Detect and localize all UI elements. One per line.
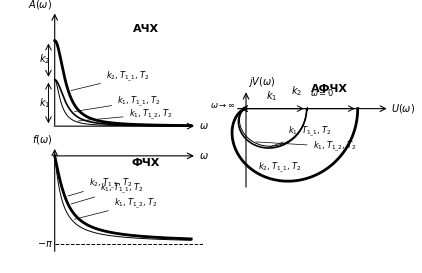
Text: $U(\omega)$: $U(\omega)$: [391, 102, 415, 115]
Text: $A(\omega)$: $A(\omega)$: [28, 0, 52, 11]
Text: $k_2, T_{1\_1}, T_2$: $k_2, T_{1\_1}, T_2$: [71, 70, 149, 91]
Text: ФЧХ: ФЧХ: [132, 158, 160, 168]
Text: $k_1$: $k_1$: [39, 96, 51, 110]
Text: $k_2, T_{1\_1}, T_2$: $k_2, T_{1\_1}, T_2$: [68, 176, 132, 196]
Text: $f(\omega)$: $f(\omega)$: [32, 133, 52, 146]
Text: $k_1, T_{1\_2}, T_2$: $k_1, T_{1\_2}, T_2$: [256, 139, 356, 154]
Text: $\omega \to \infty$: $\omega \to \infty$: [209, 101, 235, 110]
Text: $k_1, T_{1\_2}, T_2$: $k_1, T_{1\_2}, T_2$: [78, 107, 172, 121]
Text: $jV(\omega)$: $jV(\omega)$: [248, 76, 275, 90]
Text: $k_2$: $k_2$: [39, 52, 51, 66]
Text: $k_1, T_{1\_1}, T_2$: $k_1, T_{1\_1}, T_2$: [71, 182, 143, 204]
Text: $k_1, T_{1\_1}, T_2$: $k_1, T_{1\_1}, T_2$: [75, 94, 161, 111]
Text: $\omega$: $\omega$: [199, 121, 208, 131]
Text: АЧХ: АЧХ: [133, 24, 159, 34]
Text: $-\pi$: $-\pi$: [37, 239, 53, 248]
Text: АФЧХ: АФЧХ: [311, 84, 348, 94]
Text: $k_2$: $k_2$: [292, 84, 303, 98]
Text: $k_1, T_{1\_1}, T_2$: $k_1, T_{1\_1}, T_2$: [270, 125, 332, 147]
Text: $k_1$: $k_1$: [266, 90, 277, 103]
Text: $k_2, T_{1\_1}, T_2$: $k_2, T_{1\_1}, T_2$: [258, 161, 302, 176]
Text: $\omega = 0$: $\omega = 0$: [310, 87, 334, 98]
Text: $k_1, T_{1\_2}, T_2$: $k_1, T_{1\_2}, T_2$: [75, 197, 157, 219]
Text: $\omega$: $\omega$: [199, 151, 208, 161]
